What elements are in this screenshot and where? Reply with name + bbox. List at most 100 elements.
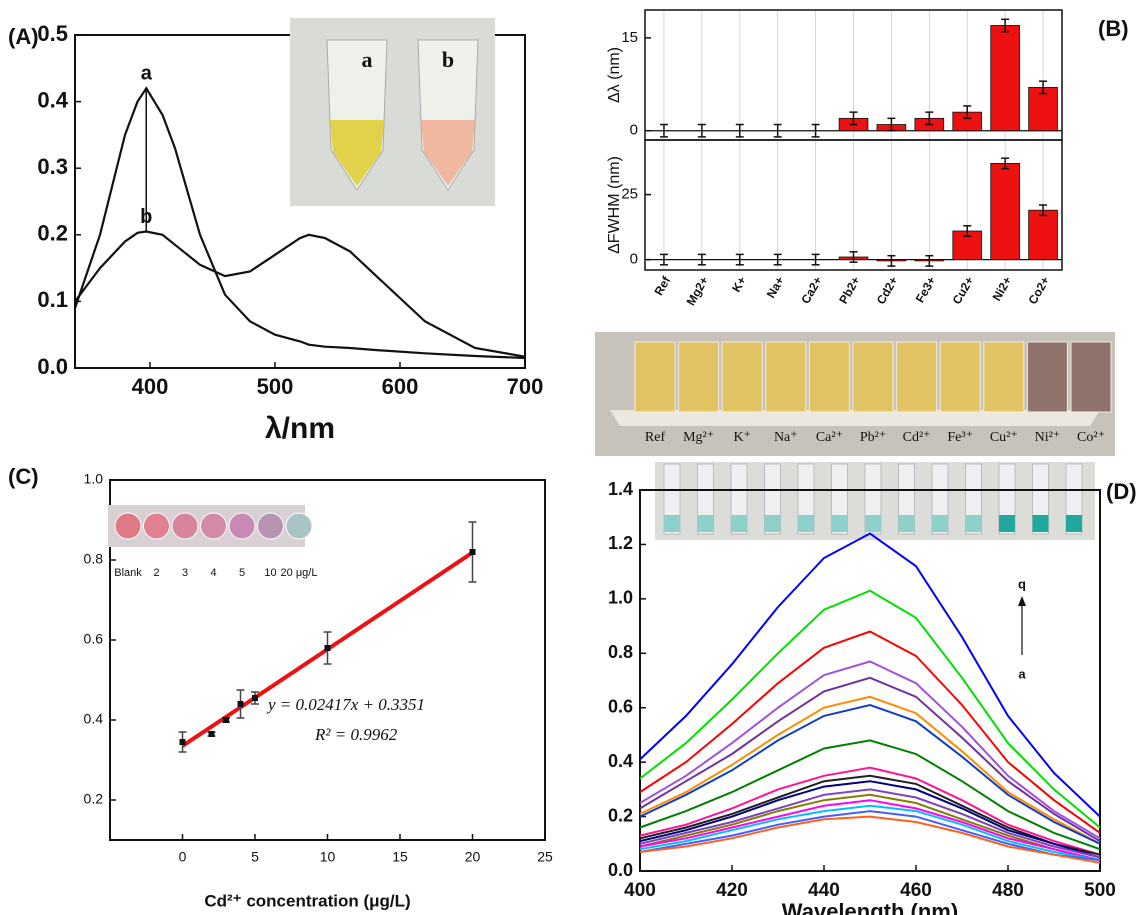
arrow-label: a <box>1018 666 1026 681</box>
y-tick-label: 0.3 <box>37 154 68 179</box>
fit-equation: y = 0.02417x + 0.3351 <box>266 695 425 714</box>
y-tick-label: 0.2 <box>84 791 104 807</box>
well <box>143 512 170 540</box>
x-tick-label: 700 <box>507 374 544 399</box>
well <box>114 512 142 540</box>
y-tick-label: 15 <box>621 29 638 46</box>
data-line <box>73 86 526 360</box>
panel-label: (B) <box>1098 16 1129 41</box>
tube-liquid <box>697 515 714 532</box>
bar <box>1028 209 1058 260</box>
y-tick-label: 0.5 <box>37 21 68 46</box>
x-tick-label: 400 <box>624 880 656 901</box>
y-axis-label: ΔFWHM (nm) <box>606 156 623 254</box>
data-line <box>639 766 1101 856</box>
tube-liquid <box>965 515 982 532</box>
y-axis-label: Δλ (nm) <box>606 47 623 103</box>
data-line <box>639 815 1101 864</box>
photo-label: Cu²⁺ <box>990 430 1018 445</box>
well <box>285 512 313 540</box>
cuvette <box>983 341 1025 413</box>
well <box>257 512 284 540</box>
photo-label: Ref <box>645 430 666 445</box>
x-tick-label: Co2+ <box>1025 274 1052 307</box>
y-tick-label: 0.4 <box>37 87 68 112</box>
tube-liquid <box>798 515 814 532</box>
point <box>469 549 476 555</box>
point <box>252 695 258 701</box>
tube-liquid <box>731 515 747 532</box>
well <box>171 512 199 540</box>
well <box>200 512 227 540</box>
inset-label: 4 <box>210 567 216 579</box>
x-tick-label: Pb2+ <box>836 274 863 306</box>
data-line <box>639 703 1101 845</box>
x-tick-label: 15 <box>392 849 408 865</box>
peak-label: a <box>141 63 153 85</box>
plot-frame <box>639 489 1101 872</box>
y-tick-label: 1.0 <box>84 471 104 487</box>
x-tick-label: 25 <box>537 849 553 865</box>
y-tick-label: 0.0 <box>37 354 68 379</box>
y-tick-label: 0.2 <box>37 221 68 246</box>
cuvette <box>808 341 850 413</box>
y-tick-label: 1.4 <box>608 479 633 499</box>
x-tick-label: Fe3+ <box>913 274 939 305</box>
x-tick-label: Mg2+ <box>684 274 712 308</box>
cuvette <box>634 341 676 413</box>
photo-label: K⁺ <box>733 430 751 445</box>
data-line <box>639 810 1101 862</box>
fit-r2: R² = 0.9962 <box>314 725 398 744</box>
data-line <box>639 788 1101 859</box>
data-line <box>639 660 1101 840</box>
tube-liquid <box>1032 515 1049 532</box>
photo-label: Ca²⁺ <box>816 430 843 445</box>
photo-label: Fe³⁺ <box>947 430 973 445</box>
tube-liquid <box>865 515 881 532</box>
inset-label: 2 <box>153 567 159 579</box>
tube-liquid <box>831 515 848 532</box>
x-tick-label: 400 <box>132 374 169 399</box>
x-tick-label: 500 <box>1084 880 1116 901</box>
data-line <box>639 676 1101 842</box>
point <box>324 645 331 651</box>
photo-label: Co²⁺ <box>1077 430 1105 445</box>
panel-label: (A) <box>8 24 39 49</box>
tube-liquid <box>1066 515 1082 532</box>
cuvette <box>939 341 981 413</box>
inset-label: 5 <box>239 567 245 579</box>
arrow-head <box>1018 596 1026 606</box>
cuvette <box>678 341 720 413</box>
photo-label: Ni²⁺ <box>1035 430 1061 445</box>
panel-label: (D) <box>1106 479 1137 504</box>
tube-liquid <box>898 515 915 532</box>
photo-label: Pb²⁺ <box>860 430 886 445</box>
x-tick-label: K+ <box>729 274 749 295</box>
photo-label: Cd²⁺ <box>903 430 931 445</box>
arrow-label: q <box>1018 576 1026 591</box>
y-tick-label: 0.1 <box>37 287 68 312</box>
y-tick-label: 0.8 <box>84 551 104 567</box>
bar <box>1028 86 1058 132</box>
inset-label: 20 μg/L <box>281 567 318 579</box>
photo-label: Na⁺ <box>774 430 798 445</box>
x-tick-label: Ca2+ <box>798 274 825 306</box>
y-tick-label: 1.2 <box>608 533 633 553</box>
cuvette <box>1026 341 1068 413</box>
y-tick-label: 0.2 <box>608 805 633 825</box>
x-tick-label: 420 <box>716 880 748 901</box>
x-tick-label: 500 <box>257 374 294 399</box>
x-axis-label: Wavelength (nm) <box>782 899 958 915</box>
inset-label: Blank <box>114 567 142 579</box>
tube-liquid <box>330 120 384 186</box>
cuvette <box>896 341 938 413</box>
data-line <box>74 230 526 358</box>
data-line <box>639 695 1101 845</box>
x-tick-label: 20 <box>465 849 481 865</box>
photo-label: Mg²⁺ <box>683 430 714 445</box>
plot-frame <box>644 139 1063 271</box>
x-tick-label: 600 <box>382 374 419 399</box>
well <box>228 512 256 540</box>
